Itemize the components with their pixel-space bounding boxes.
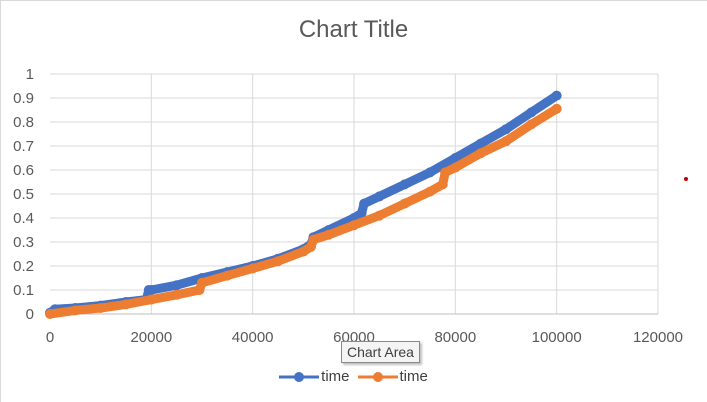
x-tick-label: 80000 bbox=[434, 329, 476, 346]
x-tick-label: 0 bbox=[46, 329, 54, 346]
series-2-point bbox=[171, 289, 182, 300]
y-tick-label: 0.6 bbox=[13, 162, 34, 179]
series-2-point bbox=[323, 229, 334, 240]
series-2-point bbox=[501, 136, 511, 147]
series-2-point bbox=[308, 234, 319, 245]
series-1-point bbox=[551, 90, 562, 101]
series-2-point bbox=[298, 246, 309, 257]
series-2-point bbox=[374, 210, 385, 221]
series-2-point bbox=[146, 294, 157, 305]
series-2-point bbox=[121, 299, 131, 310]
series-2-point bbox=[95, 303, 106, 313]
series-2-point bbox=[45, 309, 55, 319]
y-tick-label: 0.1 bbox=[13, 282, 34, 299]
series-2-point bbox=[440, 167, 451, 178]
legend-swatch-series-2 bbox=[357, 371, 398, 382]
legend-item-series-2[interactable]: time bbox=[357, 368, 428, 385]
series-1-point bbox=[374, 191, 385, 202]
legend-swatch-series-1 bbox=[279, 371, 320, 382]
x-tick-label: 120000 bbox=[633, 329, 683, 346]
series-1-point bbox=[399, 179, 410, 190]
legend-label-series-2: time bbox=[399, 368, 428, 385]
x-tick-label: 100000 bbox=[532, 329, 582, 346]
series-1-point bbox=[356, 208, 367, 219]
y-tick-label: 1 bbox=[26, 66, 34, 83]
chart-border-top bbox=[0, 0, 707, 1]
y-tick-label: 0.5 bbox=[13, 186, 34, 203]
series-2-point bbox=[437, 179, 448, 190]
series-1-point bbox=[475, 138, 486, 149]
y-tick-label: 0.8 bbox=[13, 114, 34, 131]
x-tick-label: 20000 bbox=[130, 329, 172, 346]
legend[interactable]: time time bbox=[0, 368, 707, 385]
stray-point-marker bbox=[684, 177, 688, 181]
y-tick-label: 0.4 bbox=[13, 210, 34, 227]
series-1-point bbox=[450, 153, 461, 163]
series-2-point bbox=[551, 103, 562, 114]
series-1-point bbox=[146, 285, 157, 295]
series-1-point bbox=[171, 280, 182, 291]
series-2-point bbox=[399, 198, 410, 209]
series-1-point bbox=[359, 198, 370, 209]
series-2-point bbox=[526, 119, 537, 130]
chart-border-left bbox=[0, 0, 1, 402]
series-2-point bbox=[349, 220, 359, 231]
series-1-line bbox=[45, 91, 562, 318]
series-2-point bbox=[222, 270, 233, 281]
tooltip: Chart Area bbox=[341, 341, 420, 363]
y-tick-label: 0.9 bbox=[13, 90, 34, 107]
legend-item-series-1[interactable]: time bbox=[279, 368, 350, 385]
series-2-point bbox=[450, 162, 461, 173]
series-1-point bbox=[425, 167, 435, 178]
y-tick-label: 0 bbox=[26, 306, 34, 323]
chart-title[interactable]: Chart Title bbox=[298, 16, 409, 43]
series-2-point bbox=[475, 148, 486, 159]
x-tick-label: 40000 bbox=[232, 329, 274, 346]
series-2-point bbox=[425, 186, 435, 197]
y-tick-label: 0.3 bbox=[13, 234, 34, 251]
series-1-point bbox=[501, 124, 511, 135]
series-2-point bbox=[273, 256, 283, 267]
legend-label-series-1: time bbox=[321, 368, 350, 385]
series-2-point bbox=[197, 277, 207, 288]
series-2-point bbox=[247, 263, 258, 274]
y-tick-label: 0.2 bbox=[13, 258, 34, 275]
series-1-point bbox=[526, 107, 537, 118]
y-tick-label: 0.7 bbox=[13, 138, 34, 155]
series-2-point bbox=[70, 305, 81, 316]
